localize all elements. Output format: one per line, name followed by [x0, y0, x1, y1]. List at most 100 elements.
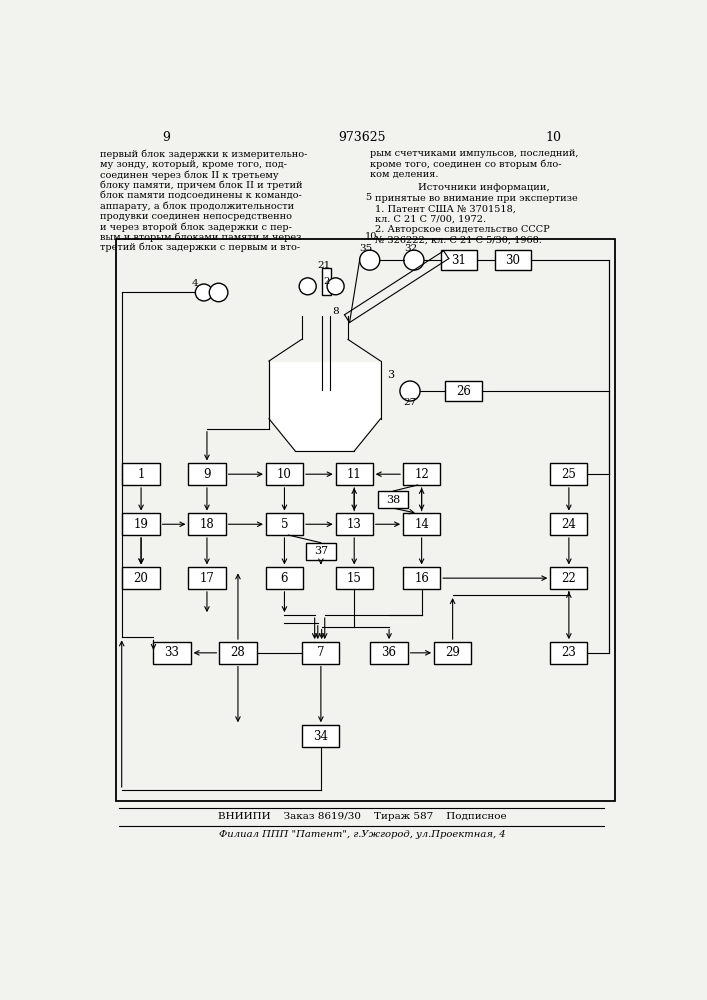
- Circle shape: [195, 284, 212, 301]
- Text: и через второй блок задержки с пер-: и через второй блок задержки с пер-: [100, 222, 292, 232]
- Text: 28: 28: [230, 646, 245, 659]
- Bar: [378, 491, 408, 508]
- Bar: [266, 463, 303, 485]
- Bar: [403, 513, 440, 535]
- Text: 23: 23: [561, 646, 576, 659]
- Text: 26: 26: [456, 385, 471, 398]
- Text: принятые во внимание при экспертизе: принятые во внимание при экспертизе: [375, 194, 578, 203]
- Text: блок памяти подсоединены к командо-: блок памяти подсоединены к командо-: [100, 191, 302, 200]
- Text: 1. Патент США № 3701518,: 1. Патент США № 3701518,: [375, 204, 516, 213]
- Text: аппарату, а блок продолжительности: аппарату, а блок продолжительности: [100, 201, 294, 211]
- Text: 16: 16: [414, 572, 429, 585]
- Bar: [153, 642, 191, 664]
- Text: кроме того, соединен со вторым бло-: кроме того, соединен со вторым бло-: [370, 160, 561, 169]
- Text: блоку памяти, причем блок II и третий: блоку памяти, причем блок II и третий: [100, 180, 303, 190]
- Circle shape: [400, 381, 420, 401]
- Text: 22: 22: [561, 572, 576, 585]
- Text: 2: 2: [323, 277, 329, 286]
- Text: 27: 27: [404, 398, 417, 407]
- Circle shape: [299, 278, 316, 295]
- Text: 5: 5: [281, 518, 288, 531]
- Text: 38: 38: [386, 495, 400, 505]
- Bar: [550, 463, 588, 485]
- Bar: [336, 463, 373, 485]
- Text: 3: 3: [387, 370, 394, 380]
- Text: 2. Авторское свидетельство СССР: 2. Авторское свидетельство СССР: [375, 225, 550, 234]
- Bar: [303, 725, 339, 747]
- Bar: [188, 567, 226, 589]
- Bar: [122, 463, 160, 485]
- Text: 14: 14: [414, 518, 429, 531]
- Text: вым и вторым блоками памяти и через: вым и вторым блоками памяти и через: [100, 232, 301, 242]
- Bar: [550, 513, 588, 535]
- Text: 10: 10: [545, 131, 561, 144]
- Text: 25: 25: [561, 468, 576, 481]
- Text: 36: 36: [382, 646, 397, 659]
- Text: 30: 30: [506, 254, 520, 267]
- Bar: [403, 567, 440, 589]
- Text: 21: 21: [317, 261, 330, 270]
- Text: Источники информации,: Источники информации,: [418, 183, 549, 192]
- Text: 24: 24: [561, 518, 576, 531]
- Text: третий блок задержки с первым и вто-: третий блок задержки с первым и вто-: [100, 243, 300, 252]
- Text: рым счетчиками импульсов, последний,: рым счетчиками импульсов, последний,: [370, 149, 578, 158]
- Bar: [188, 463, 226, 485]
- Polygon shape: [270, 362, 380, 450]
- Text: 35: 35: [360, 244, 373, 253]
- Text: 5: 5: [365, 193, 371, 202]
- Text: кл. С 21 С 7/00, 1972.: кл. С 21 С 7/00, 1972.: [375, 215, 486, 224]
- Circle shape: [404, 250, 424, 270]
- Text: 11: 11: [347, 468, 361, 481]
- Text: 32: 32: [404, 244, 417, 253]
- Text: 15: 15: [346, 572, 362, 585]
- Text: 20: 20: [134, 572, 148, 585]
- Bar: [370, 642, 408, 664]
- Bar: [495, 250, 531, 270]
- Bar: [550, 642, 588, 664]
- Text: 7: 7: [317, 646, 325, 659]
- Bar: [219, 642, 257, 664]
- Bar: [322, 268, 331, 295]
- Text: 973625: 973625: [338, 131, 386, 144]
- Bar: [336, 513, 373, 535]
- Bar: [303, 642, 339, 664]
- Text: 33: 33: [165, 646, 180, 659]
- Circle shape: [360, 250, 380, 270]
- Text: 34: 34: [313, 730, 328, 742]
- Text: 6: 6: [281, 572, 288, 585]
- Text: № 326222, кл. С 21 С 5/30, 1968.: № 326222, кл. С 21 С 5/30, 1968.: [375, 235, 542, 244]
- Bar: [306, 543, 336, 560]
- Bar: [115, 239, 615, 801]
- Bar: [122, 567, 160, 589]
- Text: 19: 19: [134, 518, 148, 531]
- Bar: [188, 513, 226, 535]
- Bar: [445, 381, 482, 401]
- Text: первый блок задержки к измерительно-: первый блок задержки к измерительно-: [100, 149, 308, 159]
- Text: 9: 9: [162, 131, 170, 144]
- Text: 9: 9: [203, 468, 211, 481]
- Text: му зонду, который, кроме того, под-: му зонду, который, кроме того, под-: [100, 160, 287, 169]
- Text: 12: 12: [414, 468, 429, 481]
- Text: 13: 13: [346, 518, 362, 531]
- Text: ком деления.: ком деления.: [370, 170, 438, 179]
- Text: 4: 4: [192, 279, 198, 288]
- Bar: [266, 567, 303, 589]
- Text: 31: 31: [451, 254, 466, 267]
- Bar: [122, 513, 160, 535]
- Text: продувки соединен непосредственно: продувки соединен непосредственно: [100, 212, 292, 221]
- Text: 10: 10: [365, 232, 378, 241]
- Bar: [266, 513, 303, 535]
- Text: 29: 29: [445, 646, 460, 659]
- Bar: [403, 463, 440, 485]
- Text: 18: 18: [199, 518, 214, 531]
- Text: Филиал ППП "Патент", г.Ужгород, ул.Проектная, 4: Филиал ППП "Патент", г.Ужгород, ул.Проек…: [218, 830, 506, 839]
- Bar: [336, 567, 373, 589]
- Bar: [550, 567, 588, 589]
- Text: ВНИИПИ    Заказ 8619/30    Тираж 587    Подписное: ВНИИПИ Заказ 8619/30 Тираж 587 Подписное: [218, 812, 506, 821]
- Text: 1: 1: [137, 468, 145, 481]
- Text: соединен через блок II к третьему: соединен через блок II к третьему: [100, 170, 279, 180]
- Bar: [441, 250, 477, 270]
- Text: 17: 17: [199, 572, 214, 585]
- Text: 10: 10: [277, 468, 292, 481]
- Circle shape: [327, 278, 344, 295]
